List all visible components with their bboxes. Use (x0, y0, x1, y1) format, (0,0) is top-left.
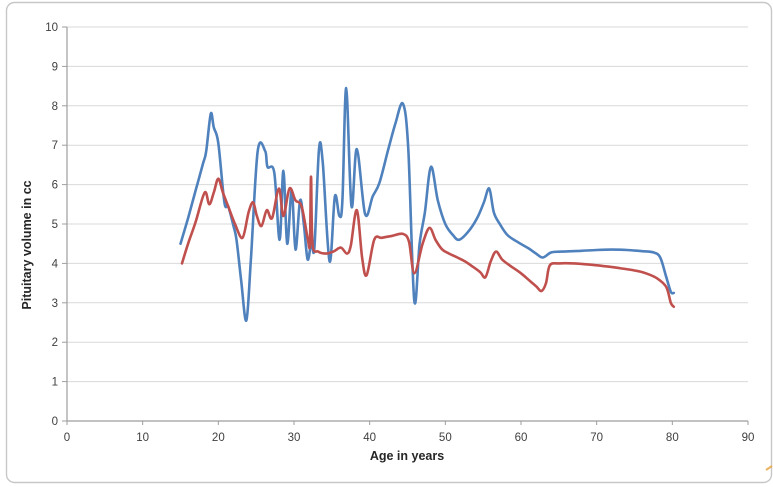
x-tick-label: 60 (515, 432, 528, 444)
chart-frame (5, 1, 773, 484)
x-tick-label: 40 (363, 432, 376, 444)
x-tick-labels-group: 0 10 20 30 40 50 60 70 80 90 (64, 432, 755, 444)
edge-artifact (765, 465, 773, 471)
x-tick-label: 0 (64, 432, 70, 444)
x-axis-title: Age in years (370, 449, 444, 463)
y-tick-label: 7 (52, 140, 58, 152)
y-tick-label: 9 (52, 61, 58, 73)
x-tick-label: 10 (136, 432, 149, 444)
x-tick-label: 30 (288, 432, 301, 444)
x-tick-label: 20 (212, 432, 225, 444)
x-tick-label: 80 (666, 432, 679, 444)
y-tick-label: 4 (52, 258, 59, 270)
y-axis-title: Pituitary volume in cc (20, 180, 34, 309)
series-line-series-2-red (180, 175, 676, 308)
y-tick-label: 6 (52, 180, 58, 192)
series-group (179, 86, 676, 322)
x-tick-label: 70 (590, 432, 603, 444)
y-tick-labels-group: 0 1 2 3 4 5 6 7 8 9 10 (45, 22, 58, 428)
y-tick-label: 8 (52, 101, 58, 113)
gridlines-group (67, 26, 748, 383)
series-line-series-1-blue (179, 86, 676, 322)
y-tick-label: 5 (52, 219, 58, 231)
y-tick-label: 10 (45, 22, 58, 34)
y-tick-label: 3 (52, 298, 58, 310)
y-tick-label: 0 (52, 416, 58, 428)
y-tick-label: 2 (52, 337, 58, 349)
x-tick-label: 90 (742, 432, 755, 444)
tick-marks-group (62, 26, 749, 425)
x-tick-label: 50 (439, 432, 452, 444)
y-tick-label: 1 (52, 377, 58, 389)
